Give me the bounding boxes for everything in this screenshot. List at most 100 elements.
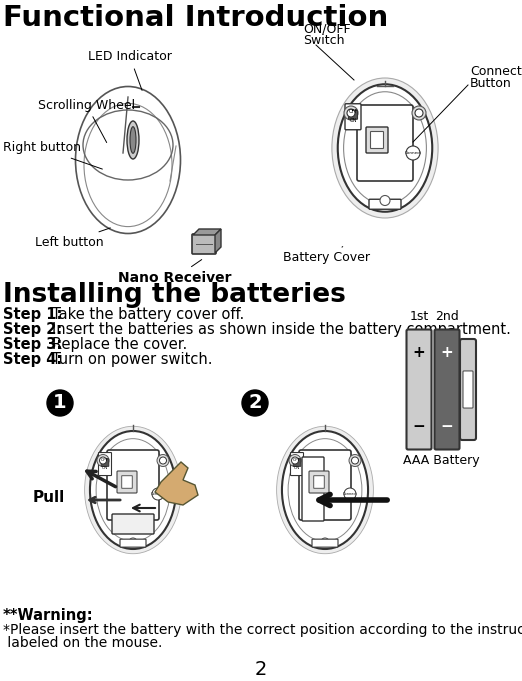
Circle shape [47, 390, 73, 416]
Text: −: − [441, 419, 454, 434]
Circle shape [242, 390, 268, 416]
FancyBboxPatch shape [371, 131, 384, 148]
Text: 2nd: 2nd [435, 310, 459, 323]
Circle shape [160, 457, 167, 464]
Circle shape [349, 454, 361, 466]
Text: ON: ON [349, 118, 357, 123]
FancyBboxPatch shape [345, 104, 361, 130]
Text: Connect: Connect [405, 151, 421, 155]
Text: Step 1:: Step 1: [3, 307, 67, 322]
Text: OFF: OFF [293, 458, 301, 462]
FancyBboxPatch shape [107, 450, 159, 520]
Text: 1st: 1st [409, 310, 429, 323]
Polygon shape [215, 229, 221, 253]
Text: Installing the batteries: Installing the batteries [3, 282, 346, 308]
FancyBboxPatch shape [312, 539, 338, 547]
Text: Connect: Connect [342, 492, 358, 496]
Text: Functional Introduction: Functional Introduction [3, 4, 388, 32]
Circle shape [100, 457, 106, 464]
Text: OFF: OFF [101, 458, 109, 462]
Circle shape [344, 106, 358, 120]
Text: +: + [412, 345, 425, 360]
Circle shape [97, 454, 109, 466]
FancyBboxPatch shape [369, 200, 401, 209]
Text: Turn on power switch.: Turn on power switch. [52, 352, 212, 367]
FancyBboxPatch shape [117, 471, 137, 493]
Ellipse shape [130, 127, 136, 153]
FancyBboxPatch shape [122, 476, 132, 488]
Text: 2: 2 [248, 394, 262, 413]
Text: ON: ON [102, 466, 108, 470]
FancyBboxPatch shape [349, 110, 358, 119]
Text: 2: 2 [255, 660, 267, 679]
Polygon shape [155, 462, 198, 505]
Text: ON/OFF: ON/OFF [303, 22, 351, 35]
Text: −: − [412, 419, 425, 434]
Polygon shape [193, 229, 221, 235]
FancyBboxPatch shape [293, 459, 301, 466]
FancyBboxPatch shape [463, 371, 473, 408]
FancyBboxPatch shape [309, 471, 329, 493]
Text: Insert the batteries as shown inside the battery compartment.: Insert the batteries as shown inside the… [52, 322, 511, 337]
Ellipse shape [85, 426, 181, 554]
Circle shape [351, 457, 359, 464]
Text: **Warning:: **Warning: [3, 608, 93, 623]
FancyBboxPatch shape [101, 459, 109, 466]
Ellipse shape [277, 426, 373, 554]
Text: Button: Button [470, 77, 512, 90]
Text: Left button: Left button [35, 228, 110, 249]
Ellipse shape [338, 84, 432, 212]
Text: Battery Cover: Battery Cover [283, 247, 370, 264]
FancyBboxPatch shape [192, 234, 216, 254]
Circle shape [152, 488, 164, 500]
FancyBboxPatch shape [366, 127, 388, 153]
Circle shape [289, 454, 301, 466]
Text: labeled on the mouse.: labeled on the mouse. [3, 636, 162, 650]
FancyBboxPatch shape [120, 539, 146, 547]
Text: +: + [441, 345, 454, 360]
Text: Step 4:: Step 4: [3, 352, 67, 367]
Text: LED Indicator: LED Indicator [88, 50, 172, 91]
Circle shape [380, 195, 390, 206]
Text: Nano Receiver: Nano Receiver [118, 259, 232, 285]
Text: OFF: OFF [348, 109, 358, 114]
FancyBboxPatch shape [434, 330, 459, 449]
Text: Pull: Pull [33, 490, 65, 505]
Circle shape [157, 454, 169, 466]
Circle shape [321, 538, 329, 546]
Circle shape [412, 106, 426, 120]
Ellipse shape [127, 121, 139, 159]
Text: Switch: Switch [303, 34, 345, 47]
Text: Right button: Right button [3, 142, 102, 169]
Text: Step 3:: Step 3: [3, 337, 67, 352]
Circle shape [406, 146, 420, 160]
Text: Connect: Connect [470, 65, 522, 78]
FancyBboxPatch shape [460, 339, 476, 440]
Circle shape [347, 109, 355, 117]
FancyBboxPatch shape [299, 450, 351, 520]
Text: *Please insert the battery with the correct position according to the instructio: *Please insert the battery with the corr… [3, 623, 522, 637]
Text: AAA Battery: AAA Battery [402, 454, 479, 467]
FancyBboxPatch shape [112, 514, 154, 534]
FancyBboxPatch shape [357, 105, 413, 181]
Text: ON: ON [294, 466, 300, 470]
Circle shape [129, 538, 137, 546]
Ellipse shape [332, 78, 438, 218]
Circle shape [344, 488, 356, 500]
Text: Take the battery cover off.: Take the battery cover off. [52, 307, 244, 322]
Text: Scrolling Wheel: Scrolling Wheel [38, 99, 135, 142]
Ellipse shape [76, 86, 181, 234]
Text: 1: 1 [53, 394, 67, 413]
Text: Replace the cover.: Replace the cover. [52, 337, 187, 352]
Text: Step 2:: Step 2: [3, 322, 67, 337]
Circle shape [291, 457, 299, 464]
Circle shape [415, 109, 423, 117]
FancyBboxPatch shape [291, 453, 303, 475]
Text: Connect: Connect [150, 492, 165, 496]
FancyBboxPatch shape [407, 330, 432, 449]
FancyBboxPatch shape [99, 453, 112, 475]
FancyBboxPatch shape [314, 476, 324, 488]
Ellipse shape [282, 431, 368, 549]
FancyBboxPatch shape [302, 457, 324, 521]
Ellipse shape [90, 431, 176, 549]
